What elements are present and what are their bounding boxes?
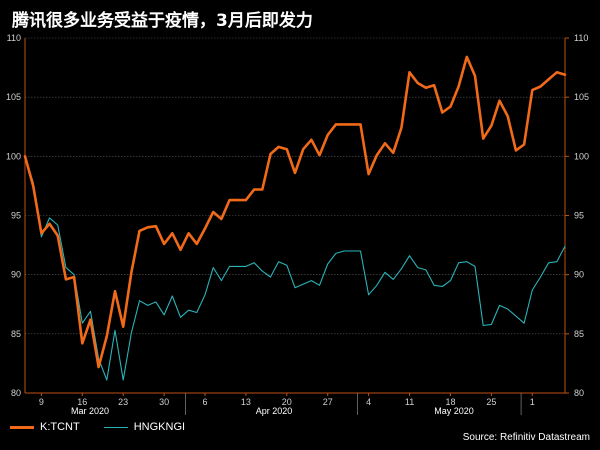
y-tick-label-right: 100 bbox=[574, 151, 589, 161]
legend-swatch-tcnt bbox=[10, 425, 34, 429]
legend-item-tcnt: K:TCNT bbox=[10, 421, 80, 433]
x-tick-label: 1 bbox=[530, 397, 535, 407]
x-tick-label: 13 bbox=[241, 397, 251, 407]
x-tick-label: 16 bbox=[77, 397, 87, 407]
x-tick-label: 4 bbox=[366, 397, 371, 407]
y-tick-label-left: 105 bbox=[6, 92, 21, 102]
y-tick-label-right: 90 bbox=[574, 270, 584, 280]
y-tick-label-right: 95 bbox=[574, 211, 584, 221]
legend-swatch-hsi bbox=[103, 426, 128, 428]
chart-title: 腾讯很多业务受益于疫情，3月后即发力 bbox=[12, 11, 313, 31]
month-label: Mar 2020 bbox=[71, 406, 109, 416]
x-tick-label: 6 bbox=[202, 397, 207, 407]
x-tick-label: 11 bbox=[405, 397, 414, 407]
y-tick-label-right: 85 bbox=[574, 329, 584, 339]
month-label: Apr 2020 bbox=[256, 406, 293, 416]
legend: K:TCNT HNGKNGI bbox=[10, 421, 209, 433]
x-tick-label: 30 bbox=[159, 397, 169, 407]
x-tick-label: 23 bbox=[118, 397, 128, 407]
y-tick-label-right: 80 bbox=[574, 388, 584, 398]
legend-item-hsi: HNGKNGI bbox=[103, 421, 186, 433]
y-tick-label-left: 80 bbox=[11, 388, 21, 398]
series-line-tcnt bbox=[23, 55, 567, 369]
x-tick-label: 25 bbox=[486, 397, 496, 407]
y-tick-label-left: 90 bbox=[11, 270, 21, 280]
y-tick-label-left: 85 bbox=[11, 329, 21, 339]
y-tick-label-left: 110 bbox=[7, 33, 21, 43]
legend-label-tcnt: K:TCNT bbox=[40, 421, 80, 433]
y-tick-label-left: 95 bbox=[11, 211, 21, 221]
series-line-hsi bbox=[24, 155, 566, 381]
y-tick-label-right: 105 bbox=[574, 92, 589, 102]
y-tick-label-left: 100 bbox=[6, 151, 21, 161]
y-tick-label-right: 110 bbox=[574, 33, 588, 43]
month-label: May 2020 bbox=[434, 406, 474, 416]
x-tick-label: 9 bbox=[39, 397, 44, 407]
source-note: Source: Refinitiv Datastream bbox=[462, 432, 590, 443]
x-tick-label: 18 bbox=[445, 397, 455, 407]
legend-label-hsi: HNGKNGI bbox=[133, 421, 186, 433]
x-tick-label: 20 bbox=[282, 397, 292, 407]
x-tick-label: 27 bbox=[323, 397, 333, 407]
